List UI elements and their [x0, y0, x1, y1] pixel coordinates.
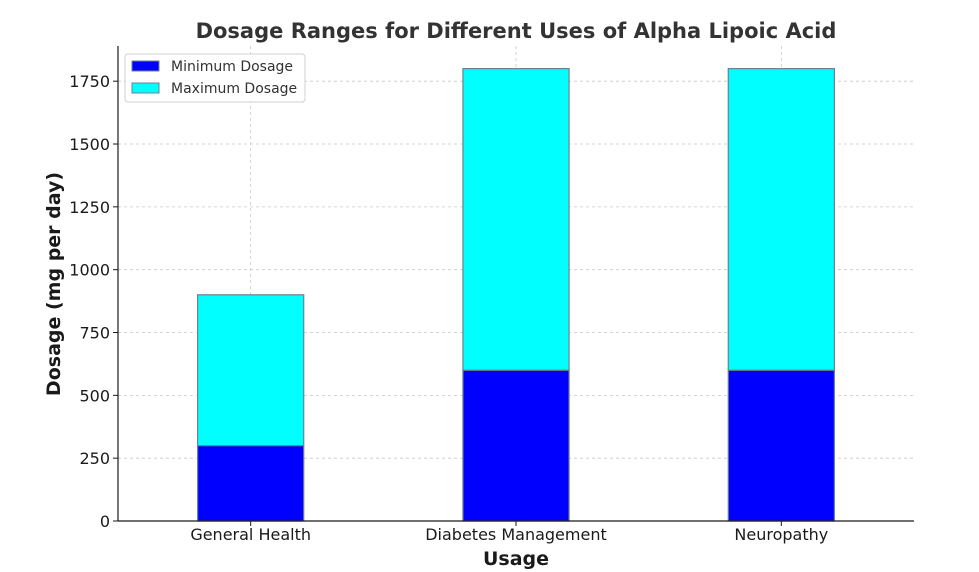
legend-swatch-minimum-dosage — [131, 60, 160, 72]
y-tick-label: 500 — [79, 386, 110, 405]
y-tick-label: 1500 — [69, 135, 110, 154]
x-axis-label: Usage — [483, 548, 549, 570]
bar-minimum-neuropathy — [727, 369, 835, 522]
x-tick-label: Diabetes Management — [425, 525, 607, 544]
x-tick-label: General Health — [190, 525, 311, 544]
y-tick-label: 1750 — [69, 72, 110, 91]
y-axis-label: Dosage (mg per day) — [43, 172, 65, 396]
bars — [197, 68, 835, 522]
bar-maximum-neuropathy — [727, 68, 835, 371]
y-tick-label: 1000 — [69, 261, 110, 280]
legend-frame — [124, 53, 306, 103]
y-tick-label: 750 — [79, 324, 110, 343]
y-tick-label: 0 — [100, 512, 110, 531]
legend-swatch-maximum-dosage — [131, 82, 160, 94]
legend: Minimum Dosage Maximum Dosage — [124, 53, 306, 103]
y-tick-label: 250 — [79, 449, 110, 468]
legend-label-minimum-dosage: Minimum Dosage — [171, 59, 293, 75]
x-axis-ticks: General Health Diabetes Management Neuropa… — [190, 521, 828, 544]
y-axis-ticks: 0 250 500 750 1000 1250 1500 1750 — [69, 72, 118, 531]
bar-maximum-general-health — [197, 294, 305, 447]
legend-label-maximum-dosage: Maximum Dosage — [171, 81, 297, 97]
bar-maximum-diabetes-management — [462, 68, 570, 371]
bar-minimum-diabetes-management — [462, 369, 570, 522]
bar-minimum-general-health — [197, 445, 305, 522]
x-tick-label: Neuropathy — [734, 525, 828, 544]
y-tick-label: 1250 — [69, 198, 110, 217]
chart-title: Dosage Ranges for Different Uses of Alph… — [196, 19, 837, 43]
